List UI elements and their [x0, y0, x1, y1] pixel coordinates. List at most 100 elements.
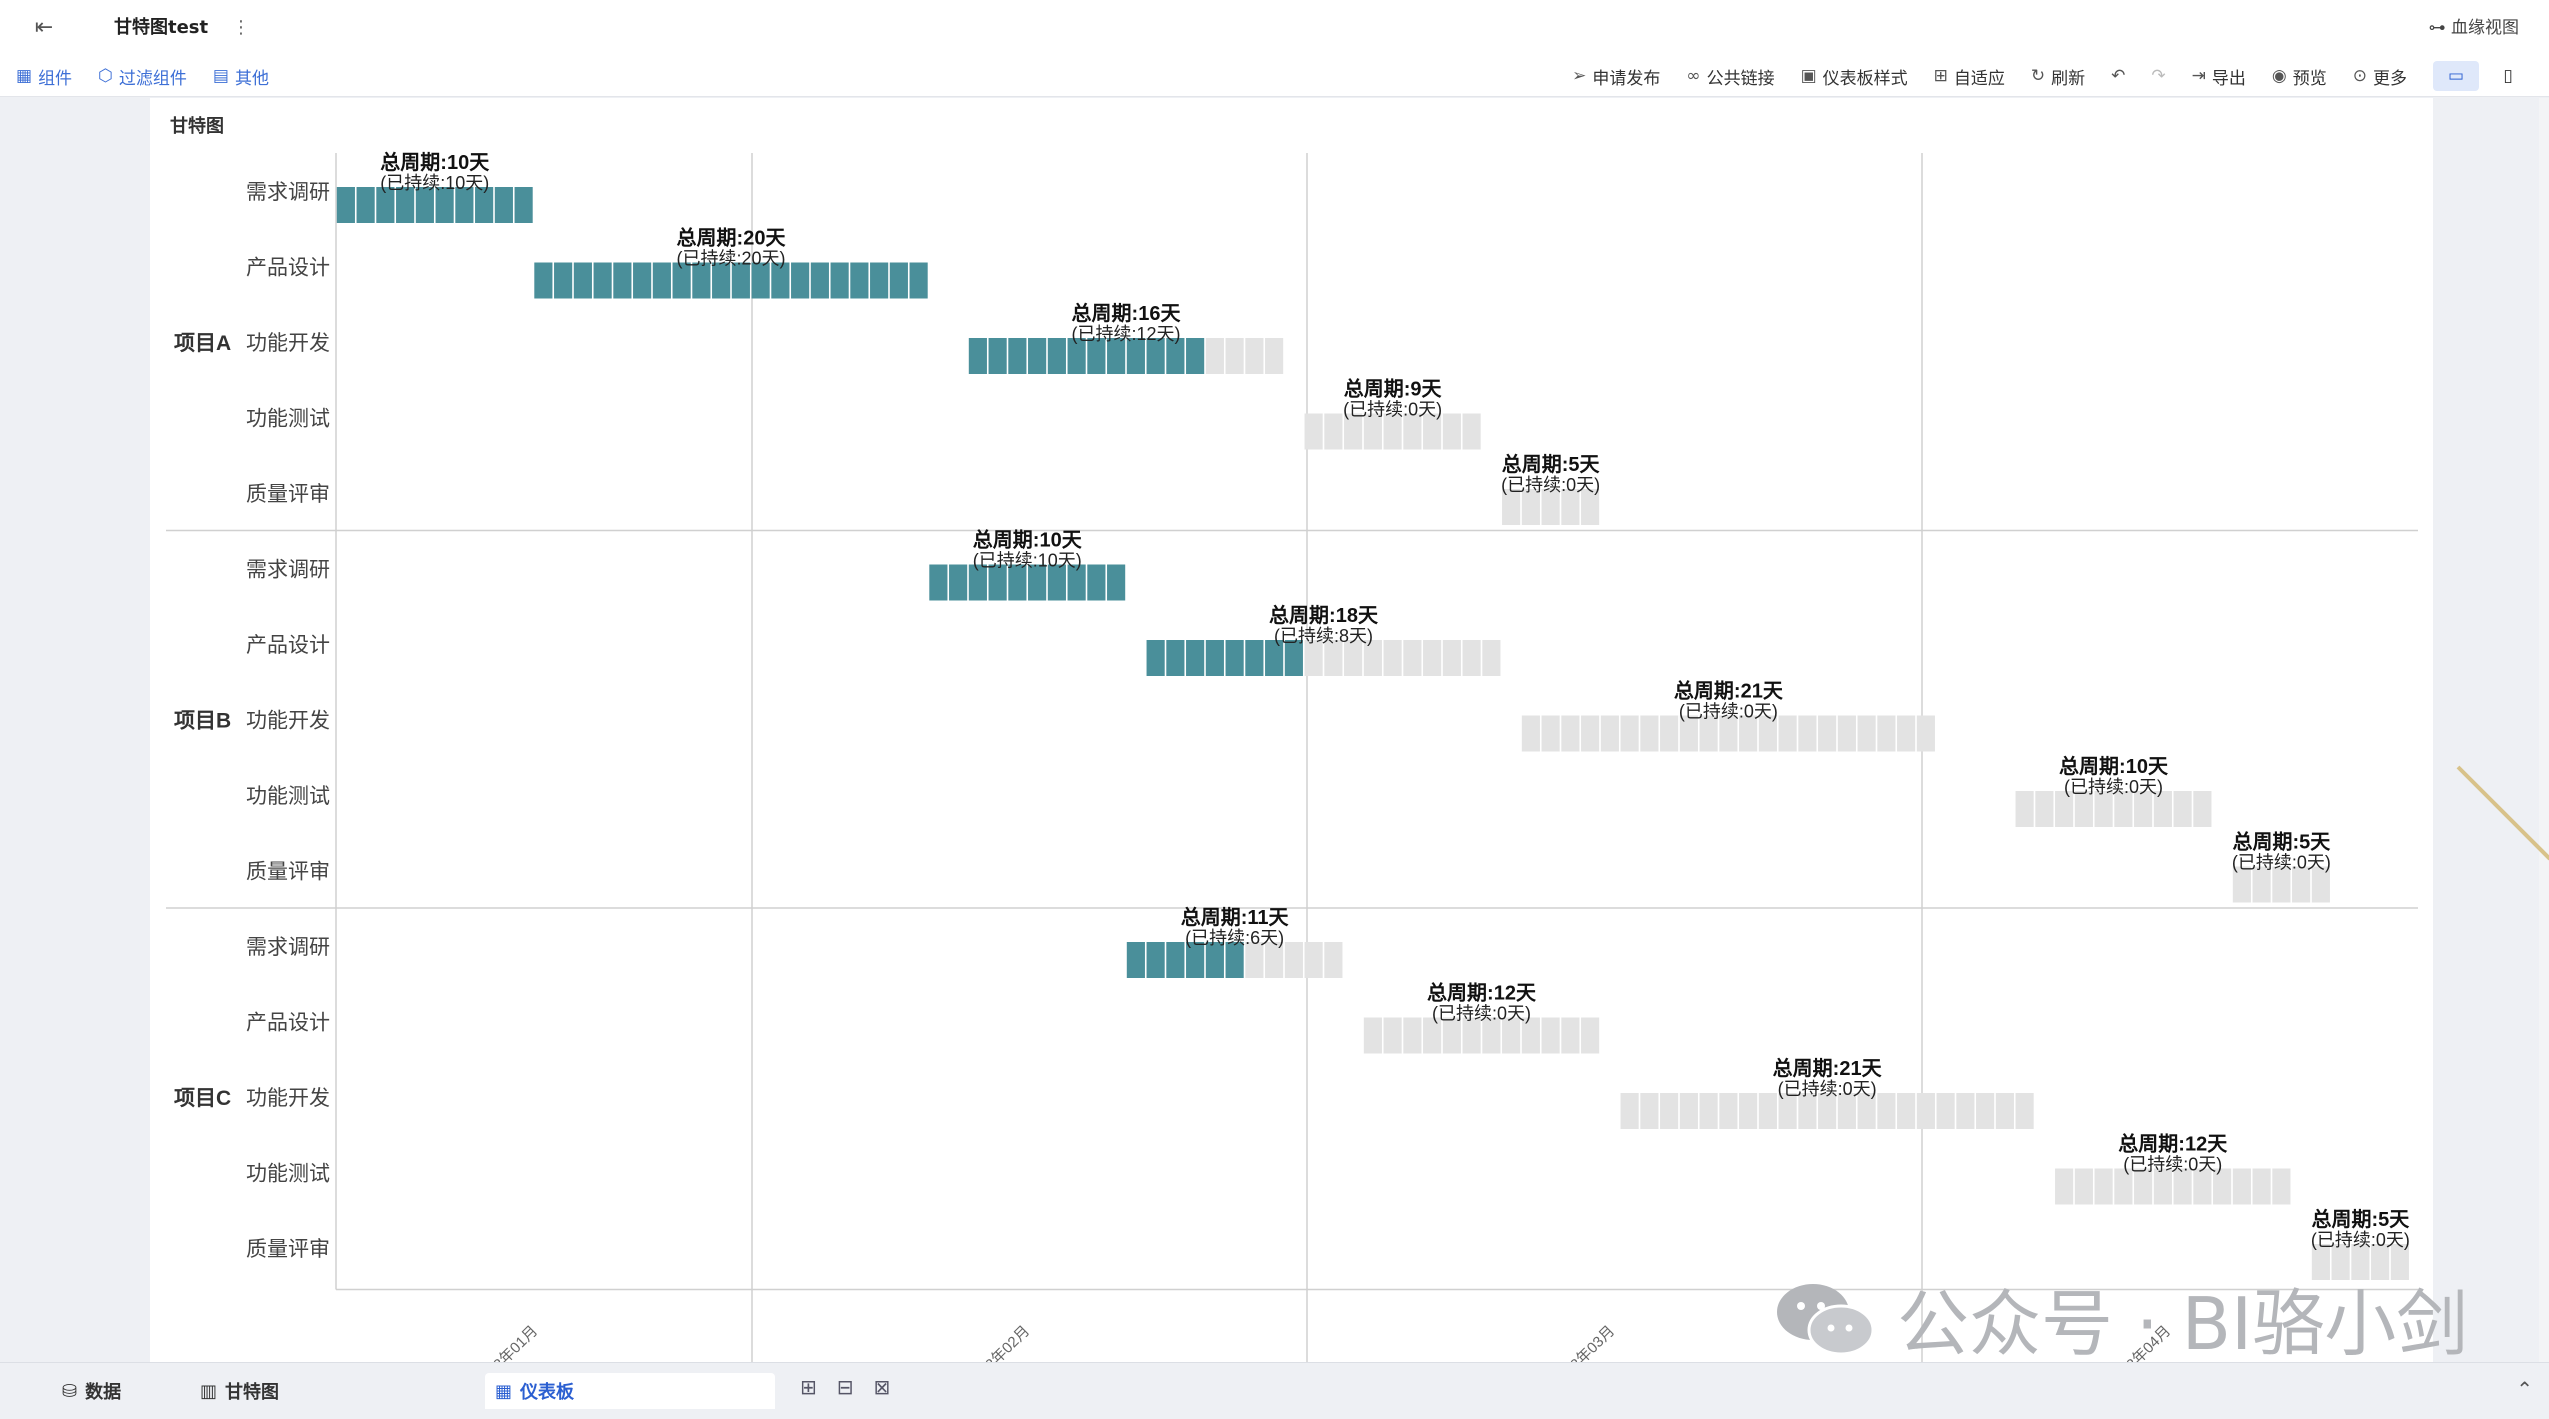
gantt-day-cell: [2232, 866, 2251, 903]
lineage-icon: ⊶: [2428, 18, 2451, 38]
gantt-day-cell: [1126, 942, 1145, 978]
gantt-day-cell: [1028, 564, 1047, 601]
lineage-view-button[interactable]: ⊶ 血缘视图: [2429, 14, 2519, 42]
other-icon: ▤: [212, 66, 229, 86]
gantt-day-cell: [949, 564, 968, 601]
gantt-day-cell: [692, 262, 711, 299]
gantt-day-cell: [2272, 1168, 2291, 1205]
gantt-day-cell: [415, 187, 434, 223]
redo-button[interactable]: ↷: [2151, 66, 2165, 86]
gantt-day-cell: [2015, 1093, 2034, 1129]
apply-publish-button[interactable]: ➢ 申请发布: [1572, 64, 1660, 89]
gantt-day-cell: [1462, 413, 1481, 450]
database-icon: ⛁: [62, 1380, 78, 1402]
filter-widget-button[interactable]: ⬡ 过滤组件: [98, 64, 187, 89]
gantt-day-cell: [1719, 715, 1738, 752]
gantt-day-cell: [2114, 791, 2133, 827]
add-report-icon[interactable]: ⊠: [873, 1375, 891, 1399]
dashboard-style-button[interactable]: ▣ 仪表板样式: [1801, 64, 1908, 89]
gantt-day-cell: [554, 262, 573, 299]
x-tick-label: 2022年01月: [473, 1323, 542, 1362]
gantt-day-cell: [2134, 1168, 2153, 1205]
refresh-icon: ↻: [2030, 66, 2046, 86]
gantt-day-cell: [336, 187, 355, 223]
gantt-day-cell: [1067, 564, 1086, 601]
dashboard-title[interactable]: 甘特图test: [114, 17, 209, 38]
gantt-day-cell: [1107, 338, 1126, 374]
export-button[interactable]: ⇥ 导出: [2192, 64, 2246, 89]
gantt-day-cell: [1304, 640, 1323, 676]
gantt-day-cell: [1028, 338, 1047, 374]
gantt-day-cell: [1462, 1017, 1481, 1054]
gantt-day-cell: [909, 262, 928, 299]
public-link-button[interactable]: ∞ 公共链接: [1686, 64, 1774, 89]
elapsed-duration-label: (已持续:0天): [2064, 777, 2163, 797]
gantt-day-cell: [1541, 1017, 1560, 1054]
gantt-day-cell: [1186, 640, 1205, 676]
task-label: 功能开发: [246, 332, 330, 355]
gantt-day-cell: [1284, 640, 1303, 676]
tab-data[interactable]: ⛁ 数据: [52, 1373, 131, 1409]
gantt-day-cell: [2351, 1244, 2370, 1280]
total-duration-label: 总周期:5天: [1502, 452, 1601, 476]
gantt-day-cell: [672, 262, 691, 299]
task-label: 产品设计: [246, 256, 330, 279]
gantt-day-cell: [1363, 640, 1382, 676]
widget-label: 组件: [38, 68, 73, 89]
elapsed-duration-label: (已持续:0天): [2311, 1230, 2410, 1250]
gantt-day-cell: [633, 262, 652, 299]
gantt-day-cell: [494, 187, 513, 223]
preview-button[interactable]: ◉ 预览: [2272, 64, 2327, 89]
gantt-day-cell: [1423, 1017, 1442, 1054]
gantt-day-cell: [2252, 1168, 2271, 1205]
group-label: 项目A: [174, 332, 231, 355]
gantt-day-cell: [2193, 1168, 2212, 1205]
gantt-day-cell: [1363, 413, 1382, 450]
watermark-text: 公众号 · BI骆小剑: [1897, 1282, 2469, 1366]
gantt-day-cell: [1324, 942, 1343, 978]
mobile-icon[interactable]: ▯: [2503, 66, 2513, 86]
gantt-day-cell: [396, 187, 415, 223]
elapsed-duration-label: (已持续:6天): [1185, 928, 1284, 948]
gantt-day-cell: [1679, 1093, 1698, 1129]
add-dashboard-icon[interactable]: ⊟: [836, 1375, 854, 1399]
gantt-day-cell: [613, 262, 632, 299]
vertical-scrollbar[interactable]: [2539, 98, 2549, 1362]
widget-button[interactable]: ▦ 组件: [16, 64, 72, 89]
more-button[interactable]: ⊙ 更多: [2353, 64, 2407, 89]
tab-dashboard-label: 仪表板: [520, 1382, 575, 1403]
total-duration-label: 总周期:10天: [2059, 754, 2169, 778]
tab-dashboard[interactable]: ▦ 仪表板: [485, 1373, 775, 1409]
gantt-day-cell: [573, 262, 592, 299]
add-sheet-icon[interactable]: ⊞: [800, 1375, 817, 1399]
other-button[interactable]: ▤ 其他: [213, 64, 269, 89]
task-label: 功能开发: [246, 709, 330, 732]
gantt-day-cell: [1818, 715, 1837, 752]
gantt-day-cell: [1324, 640, 1343, 676]
task-label: 需求调研: [246, 181, 330, 204]
gantt-day-cell: [889, 262, 908, 299]
gantt-day-cell: [1660, 1093, 1679, 1129]
task-label: 需求调研: [246, 558, 330, 581]
gantt-day-cell: [1837, 715, 1856, 752]
gantt-day-cell: [2193, 791, 2212, 827]
kebab-icon[interactable]: ⋮: [232, 17, 250, 38]
gantt-day-cell: [2173, 791, 2192, 827]
export-icon: ⇥: [2191, 66, 2206, 86]
gantt-day-cell: [1857, 1093, 1876, 1129]
desktop-icon[interactable]: ▭: [2433, 61, 2479, 91]
gantt-day-cell: [1561, 489, 1580, 525]
decorative-stroke: [2456, 765, 2549, 861]
gantt-day-cell: [2094, 791, 2113, 827]
refresh-button[interactable]: ↻ 刷新: [2031, 64, 2085, 89]
task-label: 质量评审: [246, 1238, 330, 1261]
tab-gantt-sheet[interactable]: ▥ 甘特图: [190, 1373, 289, 1409]
chevron-up-icon[interactable]: ⌃: [2516, 1377, 2533, 1401]
task-label: 需求调研: [246, 936, 330, 959]
gantt-day-cell: [1778, 715, 1797, 752]
undo-button[interactable]: ↶: [2111, 66, 2125, 86]
auto-fit-button[interactable]: ⊞ 自适应: [1934, 64, 2005, 89]
gantt-day-cell: [968, 564, 987, 601]
gantt-day-cell: [356, 187, 375, 223]
exit-icon[interactable]: ⇤: [34, 15, 54, 40]
